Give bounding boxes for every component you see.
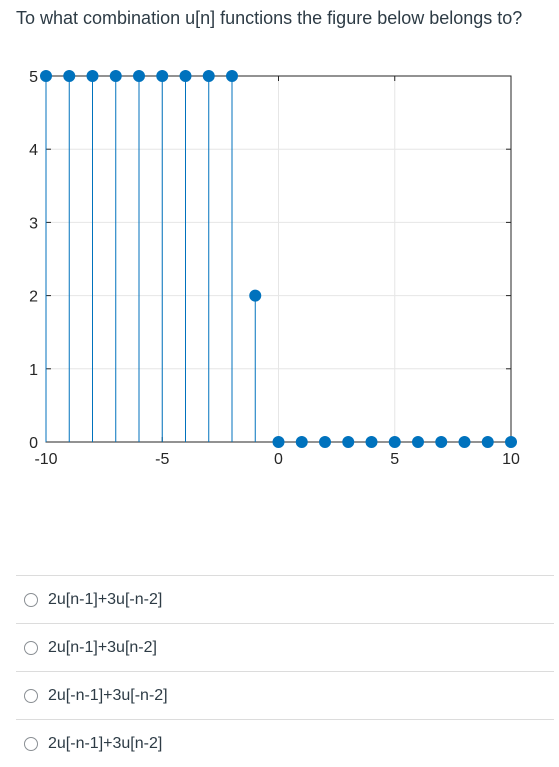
y-tick-label: 4 — [29, 142, 38, 159]
stem-marker — [295, 436, 308, 448]
stem-marker — [109, 70, 122, 82]
stem-marker — [272, 436, 285, 448]
stem-marker — [40, 70, 52, 82]
stem-marker — [365, 436, 378, 448]
answer-label: 2u[n-1]+3u[-n-2] — [48, 590, 163, 608]
radio-button-icon[interactable] — [24, 688, 38, 703]
stem-marker — [202, 70, 215, 82]
y-tick-label: 0 — [29, 435, 38, 452]
x-tick-label: 5 — [390, 451, 399, 468]
stem-marker — [86, 70, 99, 82]
answer-option-4[interactable]: 2u[-n-1]+3u[n-2] — [16, 719, 554, 767]
radio-button-icon[interactable] — [24, 736, 38, 751]
answer-label: 2u[-n-1]+3u[-n-2] — [48, 686, 168, 704]
stem-marker — [505, 436, 517, 448]
stem-marker — [156, 70, 169, 82]
stem-marker — [458, 436, 471, 448]
stem-marker — [319, 436, 331, 448]
question-text: To what combination u[n] functions the f… — [16, 8, 523, 28]
stem-marker — [481, 436, 494, 448]
stem-marker — [435, 436, 448, 448]
stem-marker — [133, 70, 145, 82]
x-tick-label: -5 — [155, 451, 169, 468]
answer-label: 2u[n-1]+3u[n-2] — [48, 638, 157, 656]
answer-list: 2u[n-1]+3u[-n-2] 2u[n-1]+3u[n-2] 2u[-n-1… — [16, 575, 554, 767]
answer-option-2[interactable]: 2u[n-1]+3u[n-2] — [16, 623, 554, 671]
radio-button-icon[interactable] — [24, 640, 38, 655]
stem-marker — [388, 436, 401, 448]
stem-chart: -10 -5 0 5 10 0 1 2 3 4 5 — [29, 69, 520, 468]
y-tick-label: 5 — [29, 69, 38, 86]
y-tick-label: 1 — [29, 362, 38, 379]
x-tick-label: 10 — [502, 451, 520, 468]
answer-option-3[interactable]: 2u[-n-1]+3u[-n-2] — [16, 671, 554, 719]
answer-option-1[interactable]: 2u[n-1]+3u[-n-2] — [16, 575, 554, 623]
radio-button-icon[interactable] — [24, 592, 38, 607]
answer-label: 2u[-n-1]+3u[n-2] — [48, 734, 163, 752]
stem-marker — [179, 70, 192, 82]
y-tick-label: 3 — [29, 215, 38, 232]
stem-marker — [412, 436, 424, 448]
x-tick-label: 0 — [274, 451, 283, 468]
y-tick-label: 2 — [29, 289, 38, 306]
x-tick-label: -10 — [34, 451, 57, 468]
stem-marker — [249, 289, 262, 302]
stem-marker — [342, 436, 355, 448]
stem-marker — [226, 70, 238, 82]
stem-marker — [63, 70, 76, 82]
